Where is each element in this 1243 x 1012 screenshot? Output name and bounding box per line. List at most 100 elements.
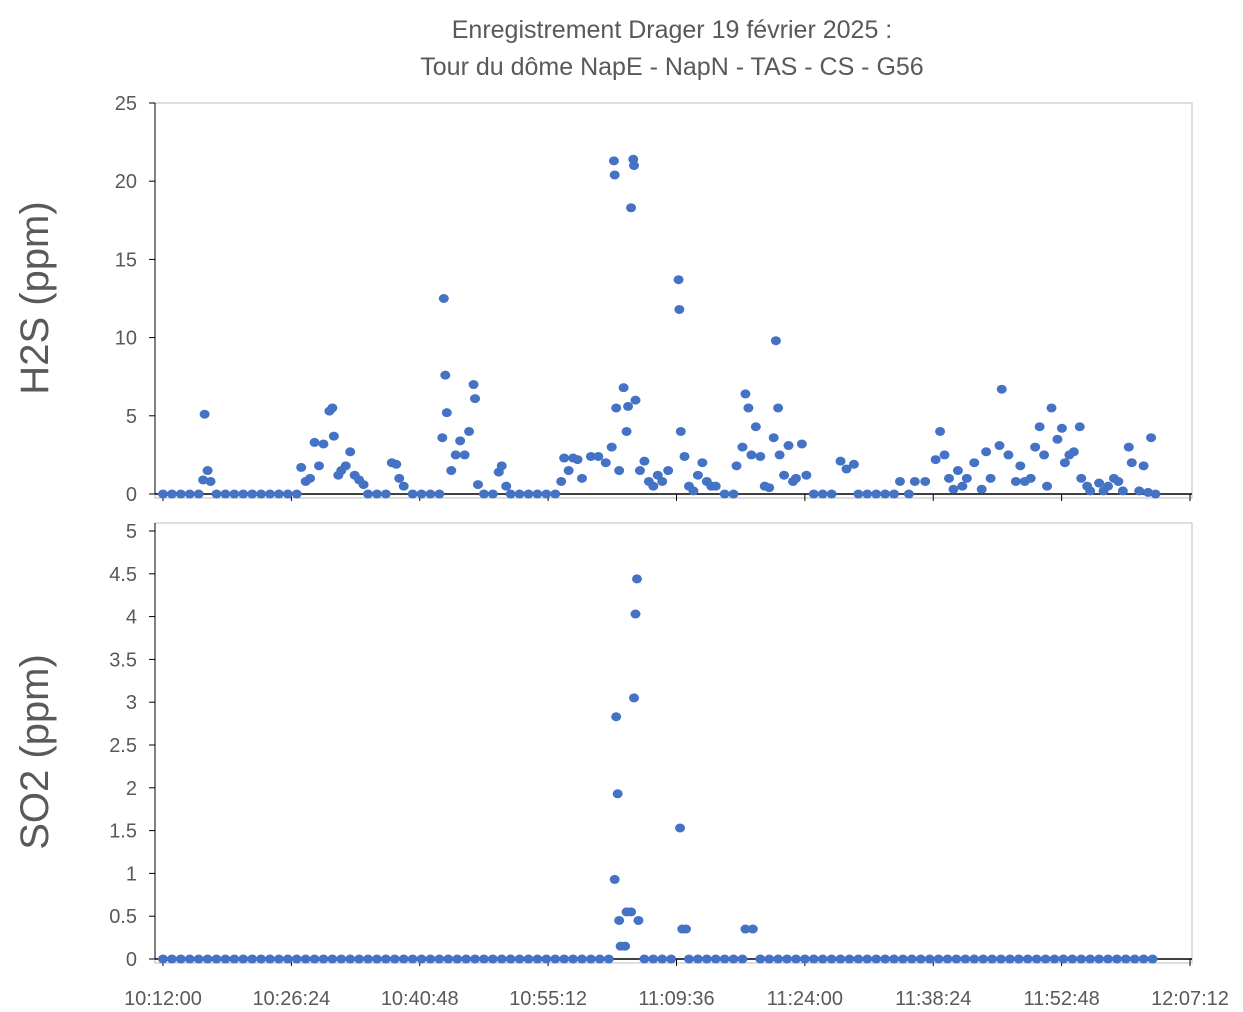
data-point xyxy=(626,203,637,213)
data-point xyxy=(1010,476,1021,486)
data-point xyxy=(728,954,739,964)
data-point xyxy=(663,466,674,476)
data-point xyxy=(166,954,177,964)
data-point xyxy=(202,954,213,964)
data-point xyxy=(556,476,567,486)
data-point xyxy=(608,156,619,166)
data-point xyxy=(1117,486,1128,496)
data-point xyxy=(1085,486,1096,496)
y-tick-label: 15 xyxy=(115,249,137,271)
data-point xyxy=(363,489,374,499)
data-point xyxy=(611,712,622,722)
data-point xyxy=(371,489,382,499)
data-point xyxy=(674,304,685,314)
y-tick-label: 20 xyxy=(115,171,137,193)
data-point xyxy=(826,489,837,499)
data-point xyxy=(505,954,516,964)
data-point xyxy=(976,484,987,494)
data-point xyxy=(394,473,405,483)
data-point xyxy=(844,954,855,964)
data-point xyxy=(871,954,882,964)
data-point xyxy=(572,455,583,465)
y-tick-label: 10 xyxy=(115,328,137,350)
data-point xyxy=(193,489,204,499)
data-point xyxy=(924,954,935,964)
data-point xyxy=(464,426,475,436)
plot-frame xyxy=(154,102,1193,499)
data-point xyxy=(559,954,570,964)
data-point xyxy=(1085,954,1096,964)
data-point xyxy=(220,954,231,964)
data-point xyxy=(327,403,338,413)
data-point xyxy=(835,954,846,964)
data-point xyxy=(630,609,641,619)
data-point xyxy=(796,439,807,449)
data-point xyxy=(1138,954,1149,964)
data-point xyxy=(1056,423,1067,433)
chart-subtitle: Tour du dôme NapE - NapN - TAS - CS - G5… xyxy=(420,53,923,81)
data-point xyxy=(719,489,730,499)
data-point xyxy=(247,954,258,964)
data-point xyxy=(981,447,992,457)
data-point xyxy=(629,693,640,703)
data-point xyxy=(1039,450,1050,460)
data-point xyxy=(906,954,917,964)
data-point xyxy=(701,954,712,964)
data-point xyxy=(603,954,614,964)
data-point xyxy=(532,489,543,499)
data-point xyxy=(710,481,721,491)
data-point xyxy=(728,489,739,499)
data-point xyxy=(688,486,699,496)
data-point xyxy=(363,954,374,964)
data-point xyxy=(779,470,790,480)
data-point xyxy=(943,473,954,483)
data-point xyxy=(472,480,483,490)
data-point xyxy=(425,489,436,499)
x-tick-label: 10:12:00 xyxy=(124,988,202,1007)
data-point xyxy=(1134,486,1145,496)
y-tick-label: 0 xyxy=(126,484,137,506)
data-point xyxy=(1004,954,1015,964)
y-tick-label: 0 xyxy=(126,949,137,971)
data-point xyxy=(327,954,338,964)
data-point xyxy=(848,459,859,469)
data-point xyxy=(673,275,684,285)
data-point xyxy=(205,476,216,486)
data-point xyxy=(328,431,339,441)
data-point xyxy=(817,954,828,964)
data-point xyxy=(438,294,449,303)
data-point xyxy=(939,450,950,460)
data-point xyxy=(853,489,864,499)
data-point xyxy=(354,954,365,964)
data-point xyxy=(799,954,810,964)
data-point xyxy=(459,450,470,460)
data-point xyxy=(291,489,302,499)
data-point xyxy=(1129,954,1140,964)
data-point xyxy=(577,473,588,483)
x-tick-label: 11:24:00 xyxy=(767,988,843,1007)
data-point xyxy=(633,915,644,925)
data-point xyxy=(1013,954,1024,964)
data-point xyxy=(933,954,944,964)
data-point xyxy=(1049,954,1060,964)
x-tick-label: 11:52:48 xyxy=(1023,988,1099,1007)
data-point xyxy=(969,954,980,964)
data-point xyxy=(202,466,213,476)
data-point xyxy=(880,489,891,499)
data-point xyxy=(541,954,552,964)
data-point xyxy=(391,459,402,469)
data-point xyxy=(648,954,659,964)
data-point xyxy=(238,489,249,499)
data-point xyxy=(862,954,873,964)
data-point xyxy=(211,489,222,499)
data-point xyxy=(496,461,507,471)
y-tick-label: 5 xyxy=(126,406,137,428)
data-point xyxy=(978,954,989,964)
data-point xyxy=(683,954,694,964)
x-tick-label: 11:38:24 xyxy=(895,988,971,1007)
y-tick-label: 1 xyxy=(126,863,137,885)
data-point xyxy=(1146,433,1157,443)
data-point xyxy=(600,458,611,468)
data-point xyxy=(309,954,320,964)
data-point xyxy=(710,954,721,964)
